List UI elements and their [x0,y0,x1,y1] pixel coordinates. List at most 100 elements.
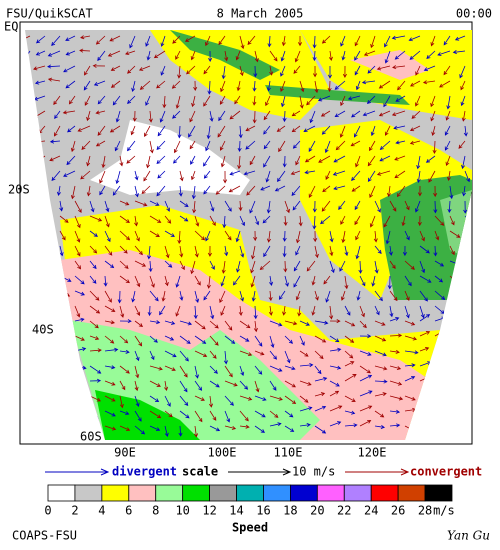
wind-arrow [329,319,341,324]
wind-arrow [309,110,316,124]
wind-arrow [409,140,421,145]
wind-arrow [299,80,305,93]
wind-arrow [109,125,121,133]
wind-arrow [404,335,418,341]
wind-arrow [119,200,130,206]
wind-arrow [147,245,152,260]
wind-arrow [239,335,250,342]
wind-arrow [149,215,162,223]
wind-arrow [312,215,317,230]
wind-arrow [194,245,199,258]
colorbar-tick-label: 20 [310,504,324,518]
wind-arrow [149,335,158,343]
wind-arrow [250,260,256,274]
wind-arrow [164,275,169,287]
wind-arrow [209,200,215,212]
wind-arrow [234,95,241,105]
wind-arrow [452,50,466,55]
wind-arrow [190,155,196,165]
wind-arrow [220,305,226,316]
speed-region [90,120,250,195]
wind-arrow [172,35,181,44]
wind-arrow [164,365,176,372]
wind-arrow [370,125,376,137]
wind-arrow [327,65,333,79]
wind-arrow [188,125,196,138]
wind-arrow [224,200,232,212]
wind-arrow [134,245,143,256]
wind-arrow [317,95,331,102]
longitude-label: 120E [358,446,387,460]
wind-arrow [374,350,387,357]
wind-arrow [329,335,340,343]
wind-arrow [410,80,421,87]
wind-arrow [437,50,451,56]
wind-arrow [84,65,91,76]
wind-arrow [74,305,81,318]
wind-arrow [254,215,260,226]
speed-region [300,30,472,120]
wind-arrow [404,363,416,368]
wind-arrow [253,65,258,78]
wind-arrow [175,50,181,60]
wind-arrow [235,50,241,61]
colorbar-tick-label: 6 [125,504,132,518]
wind-arrow [89,348,102,353]
wind-arrow [239,215,245,227]
arrow-head [400,468,410,476]
wind-arrow [119,425,131,431]
wind-arrow [351,185,361,192]
wind-arrow [84,95,91,106]
wind-arrow [66,155,76,166]
wind-arrow [314,335,327,343]
wind-arrow [237,140,242,153]
wind-arrow [461,155,466,170]
wind-arrow [404,230,410,241]
wind-arrow [334,80,346,90]
wind-arrow [404,305,410,319]
wind-arrow [385,230,391,245]
wind-arrow [191,185,196,200]
wind-arrow [156,140,166,151]
colorbar-swatch [101,484,130,502]
wind-arrow [389,333,403,338]
wind-arrow [164,335,175,341]
wind-arrow [374,392,387,397]
wind-arrow [219,95,226,105]
wind-arrow [397,80,406,91]
wind-arrow [384,35,391,48]
wind-arrow [65,80,76,89]
wind-arrow [283,260,288,273]
wind-arrow [419,331,431,337]
wind-arrow [236,260,241,273]
wind-arrow [74,215,81,229]
wind-arrow [359,320,367,329]
wind-arrow [374,379,388,384]
wind-arrow [284,320,298,326]
wind-arrow [209,410,217,421]
wind-arrow [339,125,346,138]
wind-arrow [49,139,61,144]
wind-arrow [291,110,301,117]
wind-arrow [35,35,46,44]
wind-arrow [179,260,185,271]
wind-arrow [157,170,166,179]
wind-arrow [104,320,115,325]
scale-magnitude: 10 m/s [292,465,335,479]
colorbar-swatch [128,484,157,502]
wind-arrow [329,365,342,370]
wind-arrow [35,50,46,56]
wind-arrow [444,125,451,136]
wind-arrow [329,390,340,397]
wind-arrow [177,65,182,79]
wind-arrow [89,275,97,284]
wind-arrow [164,215,172,224]
wind-arrow [104,200,110,213]
colorbar-tick-label: 24 [364,504,378,518]
wind-arrow [254,50,259,63]
wind-arrow [389,349,400,354]
wind-arrow [194,350,208,358]
wind-arrow [269,395,283,401]
wind-arrow [104,410,116,417]
wind-arrow [260,185,271,191]
